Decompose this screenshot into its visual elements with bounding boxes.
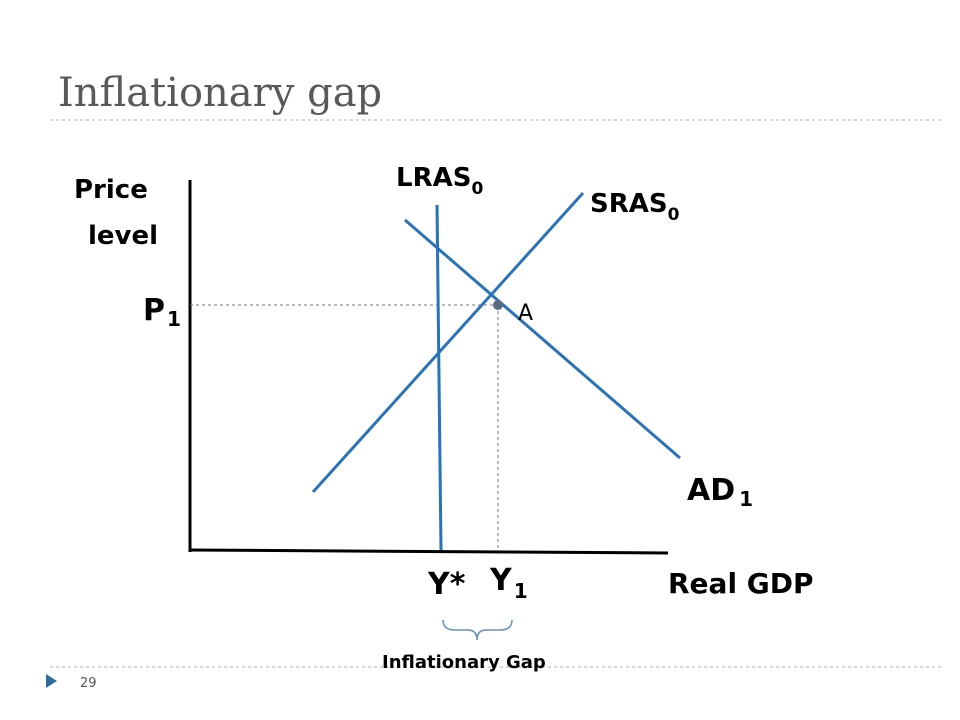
- lras-curve: [435, 204, 443, 551]
- page-number: 29: [80, 676, 97, 691]
- sras-label: SRAS0: [590, 189, 680, 225]
- ad-curve: [404, 218, 681, 460]
- label-sub: 0: [668, 205, 680, 225]
- label-sub: 1: [514, 579, 528, 603]
- slide-title: Inflationary gap: [58, 70, 382, 116]
- gap-brace: [442, 619, 513, 641]
- label-main: AD: [687, 473, 735, 508]
- gap-label: Inflationary Gap: [382, 652, 546, 673]
- x-axis: [188, 548, 669, 555]
- equilibrium-point: [493, 300, 503, 310]
- label-main: SRAS: [590, 189, 668, 219]
- point-label: A: [518, 301, 533, 326]
- x-axis-label: Real GDP: [668, 567, 814, 600]
- potential-output-label: Y*: [427, 567, 466, 602]
- label-sub: 1: [739, 487, 753, 511]
- bullet: [46, 674, 57, 688]
- label-main: Y: [489, 563, 513, 598]
- label-main: LRAS: [396, 163, 471, 193]
- label-sub: 0: [471, 179, 483, 199]
- sras-curve: [311, 191, 585, 494]
- ad-label: AD 1: [687, 473, 753, 511]
- label-main: P: [143, 293, 165, 328]
- y-axis-label-line: level: [88, 221, 158, 251]
- label-sub: 1: [167, 307, 181, 331]
- y-axis-label-line: Price: [74, 175, 148, 205]
- lras-label: LRAS0: [396, 163, 483, 199]
